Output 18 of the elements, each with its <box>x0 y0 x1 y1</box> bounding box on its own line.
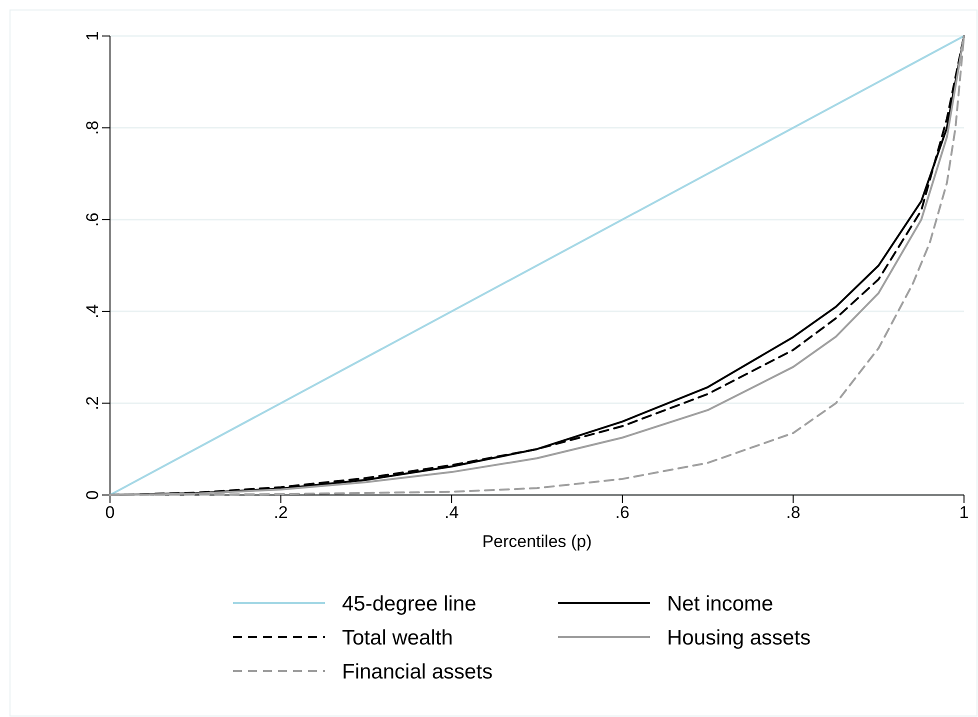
y-tick-label: 0 <box>82 490 102 500</box>
y-tick-label: .8 <box>82 120 102 135</box>
legend-label: 45-degree line <box>342 592 476 616</box>
y-tick-label: 1 <box>82 31 102 41</box>
legend-label: Total wealth <box>342 626 453 650</box>
x-tick-label: 0 <box>105 503 115 522</box>
legend-label: Housing assets <box>667 626 811 650</box>
x-tick-label: .6 <box>615 503 630 522</box>
legend-label: Net income <box>667 592 774 616</box>
x-tick-label: .8 <box>786 503 800 522</box>
x-tick-label: 1 <box>959 503 969 522</box>
y-tick-label: .4 <box>82 304 102 318</box>
x-tick-label: .2 <box>274 503 288 522</box>
y-tick-label: .2 <box>82 396 102 410</box>
legend-label: Financial assets <box>342 660 493 684</box>
x-axis-title: Percentiles (p) <box>482 532 592 551</box>
y-tick-label: .6 <box>82 212 102 227</box>
x-tick-label: .4 <box>444 503 459 522</box>
